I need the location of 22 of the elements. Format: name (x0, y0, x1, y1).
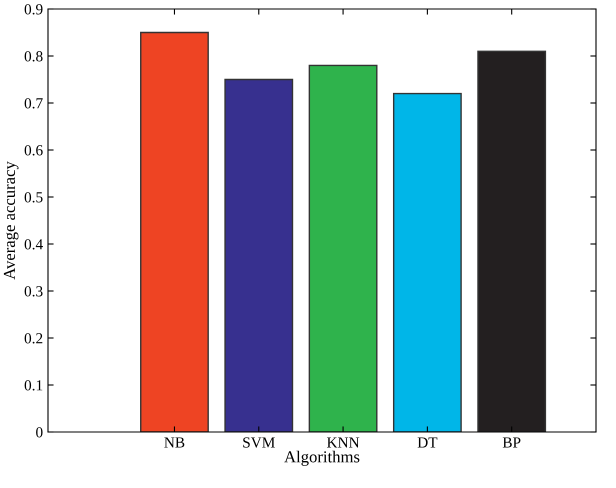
bar (477, 50, 546, 432)
x-tick-label: SVM (243, 437, 275, 448)
x-tick-label: NB (164, 437, 184, 448)
y-tick-label: 0.4 (24, 239, 43, 250)
y-axis-title: Average accuracy (4, 161, 18, 280)
bar (392, 92, 462, 432)
x-axis-title: Algorithms (284, 450, 360, 466)
y-tick-label: 0 (36, 427, 43, 438)
bar (140, 32, 209, 432)
bar (224, 78, 294, 432)
x-tick-label: BP (502, 437, 520, 448)
y-tick-label: 0.9 (24, 4, 43, 15)
y-tick-label: 0.6 (24, 145, 43, 156)
y-tick-label: 0.2 (24, 333, 42, 344)
y-tick-label: 0.3 (24, 286, 43, 297)
y-tick-label: 0.1 (24, 380, 42, 391)
y-tick-label: 0.7 (24, 98, 43, 109)
bar (308, 64, 378, 432)
y-tick-label: 0.5 (24, 192, 43, 203)
y-tick-label: 0.8 (24, 51, 43, 62)
x-tick-label: KNN (326, 437, 360, 448)
x-tick-label: DT (418, 437, 438, 448)
